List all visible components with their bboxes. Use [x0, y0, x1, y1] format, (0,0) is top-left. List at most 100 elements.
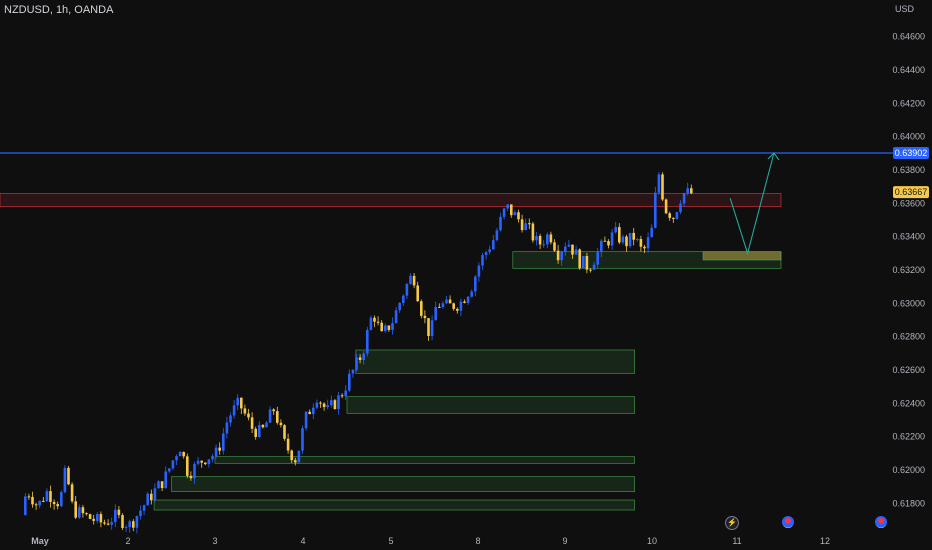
- candle-body: [283, 425, 286, 439]
- candle-body: [358, 357, 362, 360]
- candle-body: [362, 353, 365, 360]
- candle-body: [189, 475, 193, 479]
- time-tick-label: 5: [388, 536, 393, 546]
- candle-body: [430, 320, 434, 337]
- candle-body: [92, 518, 95, 521]
- candle-body: [632, 232, 635, 240]
- candle-body: [384, 325, 387, 332]
- candle-body: [380, 322, 383, 332]
- candle-body: [585, 256, 589, 270]
- candle-body: [322, 403, 326, 408]
- candle-body: [625, 236, 628, 247]
- price-badges: 0.63902 0.63667: [893, 147, 929, 199]
- candle-body: [312, 407, 315, 415]
- candle-body: [441, 303, 445, 307]
- lightning-icon[interactable]: ⚡: [725, 516, 739, 530]
- candle-body: [214, 447, 218, 456]
- candle-body: [218, 447, 221, 451]
- candle-body: [366, 329, 369, 354]
- candle-body: [240, 397, 243, 409]
- candle-body: [657, 174, 661, 193]
- projection-arrow-head: [767, 152, 780, 161]
- time-tick-label: 11: [732, 536, 741, 546]
- candle-body: [610, 232, 614, 246]
- candle-body: [603, 240, 607, 242]
- candle-body: [333, 400, 337, 410]
- chart-title: NZDUSD, 1h, OANDA: [4, 4, 114, 16]
- candle-body: [351, 369, 355, 374]
- candle-body: [193, 463, 196, 479]
- candle-body: [650, 227, 653, 238]
- zones-layer: [0, 192, 782, 511]
- candle-body: [261, 424, 265, 428]
- candle-body: [164, 471, 167, 489]
- candle-body: [618, 227, 621, 243]
- candle-body: [524, 223, 527, 231]
- projection-layer: [729, 152, 780, 256]
- candle-body: [254, 428, 257, 437]
- candle-body: [438, 306, 441, 308]
- candle-body: [528, 223, 531, 225]
- candle-body: [74, 501, 77, 518]
- candle-body: [258, 424, 261, 437]
- candle-body: [398, 302, 401, 311]
- resistance-price-badge-bg: [893, 147, 929, 159]
- candle-body: [394, 310, 398, 324]
- candle-body: [470, 291, 473, 297]
- candle-body: [643, 246, 646, 249]
- candle-body: [492, 240, 495, 250]
- candle-body: [546, 234, 549, 245]
- flag-icon[interactable]: [875, 516, 887, 528]
- price-tick-label: 0.63400: [892, 232, 925, 242]
- demand-zone: [702, 251, 782, 261]
- candle-body: [682, 193, 686, 204]
- candle-body: [556, 250, 560, 261]
- candle-body: [301, 428, 304, 451]
- candle-body: [67, 467, 70, 485]
- flag-icon[interactable]: [782, 516, 794, 528]
- candles-layer: [24, 171, 693, 534]
- candle-body: [373, 317, 376, 322]
- candle-body: [63, 467, 67, 493]
- price-axis[interactable]: 0.64600 0.64400 0.64200 0.64000 0.63800 0.636…: [892, 32, 925, 509]
- demand-zone: [346, 396, 635, 414]
- candle-body: [265, 422, 268, 428]
- candle-body: [474, 276, 477, 292]
- candle-body: [279, 422, 283, 426]
- candle-body: [542, 244, 545, 246]
- time-tick-label: May: [31, 536, 49, 546]
- candle-body: [387, 325, 391, 330]
- candle-body: [499, 216, 502, 231]
- candle-body: [571, 244, 574, 255]
- candle-body: [477, 265, 481, 277]
- time-tick-label: 2: [125, 536, 130, 546]
- candle-body: [607, 241, 610, 246]
- candle-body: [60, 492, 63, 507]
- candle-body: [466, 296, 470, 303]
- candle-body: [81, 507, 85, 514]
- price-tick-label: 0.61800: [892, 498, 925, 508]
- current-price-badge: 0.63667: [895, 187, 928, 197]
- candle-body: [88, 514, 92, 519]
- candle-body: [290, 450, 293, 461]
- candle-body: [70, 484, 74, 502]
- candle-body: [319, 402, 322, 404]
- time-tick-label: 10: [647, 536, 657, 546]
- candle-body: [78, 507, 81, 518]
- candle-body: [45, 491, 49, 502]
- price-tick-label: 0.63600: [892, 198, 925, 208]
- candle-body: [344, 390, 347, 397]
- candle-body: [56, 504, 59, 507]
- candle-body: [106, 523, 110, 525]
- price-tick-label: 0.62400: [892, 398, 925, 408]
- candle-body: [207, 459, 211, 465]
- candle-body: [38, 500, 41, 506]
- candle-body: [204, 462, 207, 465]
- time-axis[interactable]: May 2 3 4 5 8 9 10 11 12: [31, 536, 830, 546]
- candle-body: [348, 373, 351, 391]
- candle-body: [636, 239, 639, 241]
- candle-body: [672, 217, 675, 219]
- candle-body: [114, 509, 117, 523]
- candle-body: [448, 299, 452, 304]
